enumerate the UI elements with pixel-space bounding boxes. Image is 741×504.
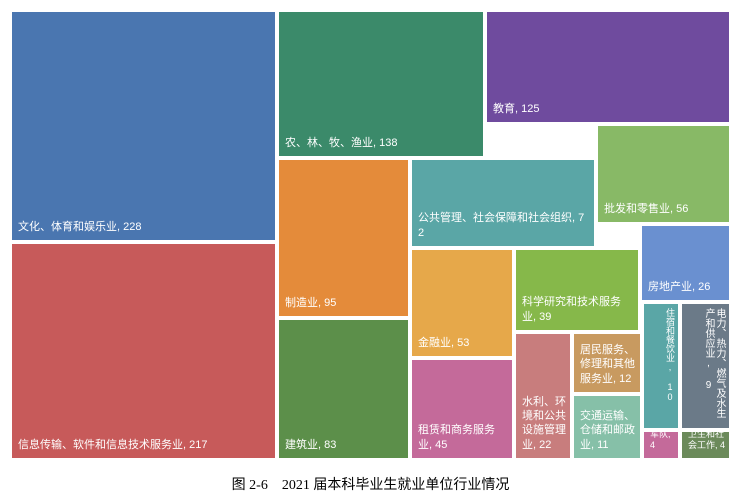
treemap-cell: 卫生和社会工作, 4 <box>680 430 731 460</box>
treemap-cell: 住宿和餐饮业, 10 <box>642 302 680 430</box>
treemap-cell: 电力、热力、燃气及水生产和供应业, 9 <box>680 302 731 430</box>
treemap-chart: 文化、体育和娱乐业, 228 信息传输、软件和信息技术服务业, 217 农、林、牧、… <box>10 10 731 460</box>
treemap-cell-label: 农、林、牧、渔业, 138 <box>285 136 479 150</box>
treemap-cell-label: 文化、体育和娱乐业, 228 <box>18 220 271 234</box>
treemap-cell: 军队, 4 <box>642 430 680 460</box>
treemap-cell-label: 信息传输、软件和信息技术服务业, 217 <box>18 438 271 452</box>
figure-caption: 图 2-6 2021 届本科毕业生就业单位行业情况 <box>10 474 731 494</box>
treemap-cell: 公共管理、社会保障和社会组织, 72 <box>410 158 596 248</box>
treemap-cell-label: 科学研究和技术服务业, 39 <box>522 295 634 324</box>
treemap-cell: 科学研究和技术服务业, 39 <box>514 248 640 332</box>
treemap-cell: 交通运输、仓储和邮政业, 11 <box>572 394 642 460</box>
treemap-cell: 制造业, 95 <box>277 158 410 318</box>
treemap-cell-label: 建筑业, 83 <box>285 438 404 452</box>
treemap-cell-label: 批发和零售业, 56 <box>604 202 725 216</box>
treemap-cell-label: 租赁和商务服务业, 45 <box>418 423 508 452</box>
treemap-cell-label: 金融业, 53 <box>418 336 508 350</box>
treemap-cell: 建筑业, 83 <box>277 318 410 460</box>
treemap-cell: 批发和零售业, 56 <box>596 124 731 224</box>
treemap-cell-label: 房地产业, 26 <box>648 280 725 294</box>
treemap-cell: 信息传输、软件和信息技术服务业, 217 <box>10 242 277 460</box>
treemap-cell: 居民服务、修理和其他服务业, 12 <box>572 332 642 394</box>
treemap-cell-label: 交通运输、仓储和邮政业, 11 <box>580 409 636 452</box>
treemap-cell: 房地产业, 26 <box>640 224 731 302</box>
treemap-cell: 水利、环境和公共设施管理业, 22 <box>514 332 572 460</box>
treemap-cell-label: 电力、热力、燃气及水生产和供应业, 9 <box>703 308 725 424</box>
treemap-cell: 文化、体育和娱乐业, 228 <box>10 10 277 242</box>
treemap-cell: 农、林、牧、渔业, 138 <box>277 10 485 158</box>
treemap-cell-label: 水利、环境和公共设施管理业, 22 <box>522 395 566 452</box>
treemap-cell-label: 住宿和餐饮业, 10 <box>664 308 674 424</box>
treemap-cell: 教育, 125 <box>485 10 731 124</box>
treemap-cell-label: 公共管理、社会保障和社会组织, 72 <box>418 211 590 240</box>
treemap-cell-label: 居民服务、修理和其他服务业, 12 <box>580 343 636 386</box>
treemap-cell: 金融业, 53 <box>410 248 514 358</box>
treemap-cell-label: 卫生和社会工作, 4 <box>688 430 725 452</box>
treemap-cell-label: 教育, 125 <box>493 102 725 116</box>
treemap-cell: 租赁和商务服务业, 45 <box>410 358 514 460</box>
treemap-cell-label: 军队, 4 <box>650 430 674 452</box>
treemap-cell-label: 制造业, 95 <box>285 296 404 310</box>
